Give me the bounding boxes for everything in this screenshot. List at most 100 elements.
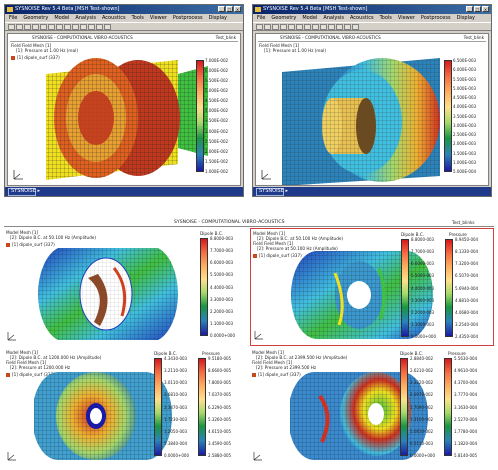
menu-tools[interactable]: Tools [379,15,392,21]
menu-geometry[interactable]: Geometry [23,15,49,21]
menu-display[interactable]: Display [456,15,476,21]
close-button[interactable]: × [482,6,489,12]
tick-label: 3.500E-003 [453,113,477,119]
help-icon[interactable] [352,24,359,30]
color-scale-ticks-2: 8.9450-004 8.1330-004 7.3200-004 6.5070-… [455,237,478,339]
maximize-button[interactable]: □ [474,6,481,12]
menu-file[interactable]: File [9,15,18,21]
minimize-button[interactable]: _ [218,6,225,12]
maximize-button[interactable]: □ [226,6,233,12]
status-text: SYSNOISE ▸ [259,188,288,194]
save-icon[interactable] [24,24,31,30]
pan-icon[interactable] [64,24,71,30]
tick-label: 3.000E-002 [205,128,229,134]
panel-model-label: Model Mesh [1] [252,350,285,355]
menu-tools[interactable]: Tools [131,15,144,21]
tick-label: 6.000E-002 [205,68,229,74]
menu-postprocess[interactable]: Postprocess [172,15,203,21]
result-panel-1[interactable]: Model Mesh [1] [2]: Dipole B.C. at 50.10… [4,228,248,346]
mesh-icon[interactable] [80,24,87,30]
graphics-viewport[interactable]: SYSNOISE - COMPUTATIONAL VIBRO-ACOUSTICS… [7,33,241,186]
tick-label: 5.3260-005 [208,416,232,422]
menu-analysis[interactable]: Analysis [75,15,96,21]
tick-label: 2.6210-002 [410,368,434,374]
tick-label: 4.000E-003 [453,104,477,110]
menu-viewer[interactable]: Viewer [397,15,415,21]
mesh-plot-field-pressure[interactable] [262,48,457,186]
tick-label: 5.000E-003 [453,85,477,91]
menu-model[interactable]: Model [54,15,70,21]
result-panel-2-selected[interactable]: Model Mesh [1] [2]: Dipole B.C. at 50.10… [250,228,494,346]
new-file-icon[interactable] [256,24,263,30]
menu-acoustics[interactable]: Acoustics [101,15,126,21]
minimize-button[interactable]: _ [466,6,473,12]
contour-icon[interactable] [88,24,95,30]
cbar2-title: Pressure [202,351,220,356]
menu-acoustics[interactable]: Acoustics [349,15,374,21]
color-scale-ticks: 7.000E-002 6.000E-002 5.500E-002 5.000E-… [205,58,228,174]
tick-label: 1.0810-002 [410,428,434,434]
tick-label: 5.500E-003 [453,76,477,82]
print-icon[interactable] [280,24,287,30]
mesh-icon[interactable] [328,24,335,30]
menu-viewer[interactable]: Viewer [149,15,167,21]
panel-field-model-label: Field Field Mesh [1] [6,360,47,365]
zoom-out-icon[interactable] [48,24,55,30]
save-icon[interactable] [272,24,279,30]
pan-icon[interactable] [312,24,319,30]
tick-label: 5.000E-002 [205,88,229,94]
tick-label: 5.5630-004 [454,356,478,361]
rotate-icon[interactable] [56,24,63,30]
mesh-plot-pressure-1200hz[interactable] [34,366,174,462]
tick-label: 1.7090-002 [410,404,434,410]
result-panel-3[interactable]: Model Mesh [1] [2]: Dipole B.C. at 1200.… [4,348,248,466]
contour-icon[interactable] [336,24,343,30]
mesh-plot-pressure-50hz[interactable] [287,243,437,343]
print-icon[interactable] [32,24,39,30]
fit-view-icon[interactable] [72,24,79,30]
rotate-icon[interactable] [304,24,311,30]
status-bar: SYSNOISE ▸ [253,187,491,196]
result-panel-4[interactable]: Model Mesh [1] [2]: Dipole B.C. at 2399.… [250,348,494,466]
tick-label: 1.000E-003 [453,159,477,165]
legend-label: [1] dipole_surf (337) [12,372,55,377]
zoom-in-icon[interactable] [40,24,47,30]
app-window-right: SYSNOISE Rev 5.4 Beta [MSH Test-shown] _… [252,4,492,197]
tick-label: 5.000E-004 [453,169,477,174]
close-button[interactable]: × [234,6,241,12]
tick-label: 1.500E-003 [453,150,477,156]
menu-analysis[interactable]: Analysis [323,15,344,21]
open-file-icon[interactable] [264,24,271,30]
panel-model-label: Model Mesh [1] [6,230,39,235]
menu-display[interactable]: Display [208,15,228,21]
menu-model[interactable]: Model [302,15,318,21]
tick-label: 2.0970-002 [410,392,434,398]
window-titlebar[interactable]: SYSNOISE Rev 5.4 Beta [MSH Test-shown] _… [253,5,491,14]
menu-file[interactable]: File [257,15,266,21]
menu-postprocess[interactable]: Postprocess [420,15,451,21]
animate-icon[interactable] [344,24,351,30]
animate-icon[interactable] [96,24,103,30]
window-title: SYSNOISE Rev 5.4 Beta [MSH Test-shown] [263,6,368,12]
tick-label: 6.2290-005 [208,404,232,410]
graphics-viewport[interactable]: SYSNOISE - COMPUTATIONAL VIBRO-ACOUSTICS… [255,33,489,186]
tick-label: 8.9450-004 [455,237,479,242]
legend-swatch [6,243,10,247]
menu-geometry[interactable]: Geometry [271,15,297,21]
zoom-in-icon[interactable] [288,24,295,30]
new-file-icon[interactable] [8,24,15,30]
tick-label: 7.7000-003 [210,248,234,254]
zoom-out-icon[interactable] [296,24,303,30]
tick-label: 3.000E-003 [453,122,477,128]
mesh-plot-cylinder-plates[interactable] [28,52,228,186]
tick-label: 7.7000-003 [411,249,435,255]
toolbar [5,22,243,31]
app-window-left: SYSNOISE Rev 5.4 Beta [MSH Test-shown] _… [4,4,244,197]
help-icon[interactable] [104,24,111,30]
open-file-icon[interactable] [16,24,23,30]
mesh-plot-pressure-2399hz[interactable] [290,366,430,462]
fit-view-icon[interactable] [320,24,327,30]
mesh-plot-dipole-50hz[interactable] [18,238,188,346]
window-titlebar[interactable]: SYSNOISE Rev 5.4 Beta [MSH Test-shown] _… [5,5,243,14]
tick-label: 0.0000+000 [210,333,235,338]
